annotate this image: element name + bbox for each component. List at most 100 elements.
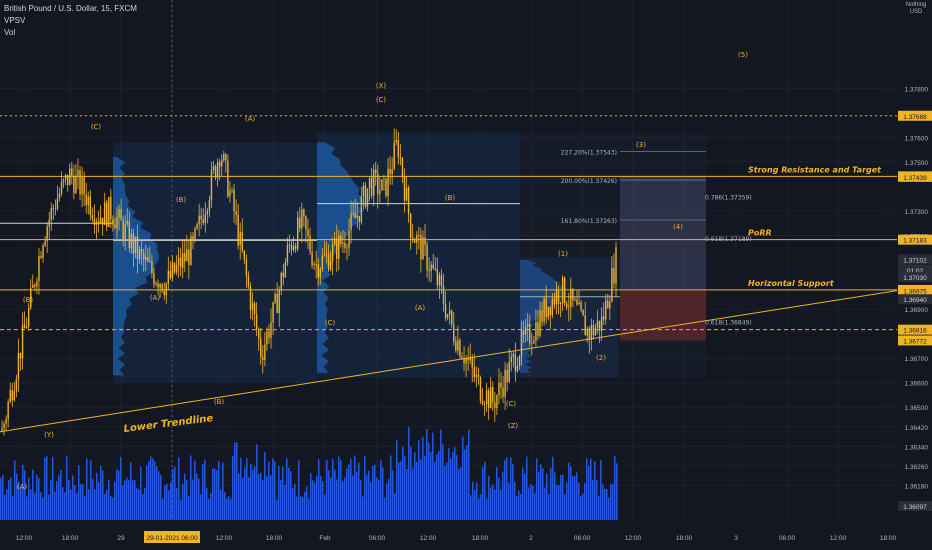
candle-body	[578, 302, 580, 305]
volume-bar	[402, 446, 404, 520]
volume-bar	[176, 487, 178, 520]
volume-bar	[448, 448, 450, 520]
volume-bar	[332, 459, 334, 520]
candle-body	[251, 303, 254, 310]
candle-body	[67, 174, 69, 186]
volume-bar	[354, 455, 356, 520]
candle-body	[605, 300, 607, 320]
candle-body	[56, 198, 59, 210]
candle-body	[177, 257, 180, 265]
candle-body	[120, 209, 122, 221]
volume-bar	[284, 484, 286, 520]
volume-bar	[364, 456, 366, 520]
volume-bar	[102, 470, 104, 520]
candle-body	[305, 216, 307, 230]
volume-bar	[586, 458, 588, 520]
candle-body	[311, 251, 313, 266]
candle-body	[325, 253, 328, 255]
price-tick-label: 1.36600	[905, 381, 929, 388]
wave-label: (C)	[376, 96, 387, 104]
volume-bar	[334, 469, 336, 520]
candle-body	[588, 328, 591, 340]
candle-body	[235, 211, 237, 215]
volume-bar	[366, 475, 368, 520]
candle-body	[375, 169, 377, 174]
candle-body	[161, 284, 163, 291]
candle-body	[321, 255, 324, 270]
volume-bar	[612, 484, 614, 520]
candle-body	[524, 326, 527, 335]
volume-bar	[154, 461, 156, 520]
volume-bar	[248, 477, 250, 520]
candle-body	[535, 322, 537, 341]
fib-box	[520, 132, 706, 378]
volume-bar	[604, 488, 606, 520]
volume-bar	[28, 477, 30, 520]
candle-body	[52, 207, 55, 209]
candle-body	[547, 306, 549, 318]
volume-bar	[372, 466, 374, 520]
candle-body	[151, 260, 153, 273]
chart-symbol-title: British Pound / U.S. Dollar, 15, FXCM	[4, 4, 137, 13]
volume-bar	[392, 470, 394, 520]
candle-body	[223, 154, 225, 161]
candle-body	[348, 230, 350, 248]
volume-bar	[416, 461, 418, 520]
volume-bar	[106, 489, 108, 520]
candle-body	[496, 395, 498, 409]
time-tick-label: 06:00	[574, 535, 591, 542]
volume-bar	[148, 461, 150, 520]
volume-bar	[114, 481, 116, 520]
volume-bar	[554, 472, 556, 520]
candle-body	[50, 207, 52, 220]
time-badge	[144, 531, 200, 543]
volume-bar	[400, 460, 402, 520]
price-badge-label: 1.36975	[903, 289, 927, 296]
candle-body	[336, 238, 338, 259]
price-tick-label: 1.36180	[905, 484, 929, 491]
volume-bar	[44, 457, 46, 520]
candle-body	[506, 369, 508, 383]
candle-body	[159, 284, 161, 288]
price-badge-label: 1.37439	[903, 175, 927, 182]
volume-bar	[240, 457, 242, 520]
candle-body	[245, 259, 248, 276]
candle-body	[1, 428, 3, 432]
candle-body	[399, 156, 402, 159]
volume-bar	[74, 485, 76, 520]
volume-bar	[338, 456, 340, 520]
candle-body	[264, 344, 266, 360]
candle-body	[301, 209, 303, 229]
candle-body	[157, 283, 159, 288]
volume-bar	[496, 467, 498, 520]
volume-bar	[62, 487, 64, 520]
candle-body	[136, 236, 139, 259]
volume-bar	[498, 477, 500, 520]
volume-bar	[404, 455, 406, 520]
volume-bar	[104, 493, 106, 520]
volume-bar	[388, 478, 390, 520]
indicator-vol-label[interactable]: Vol	[4, 28, 16, 37]
candle-body	[167, 270, 170, 284]
volume-bar	[502, 471, 504, 520]
volume-bar	[96, 472, 98, 520]
volume-bar	[12, 496, 14, 520]
candle-body	[574, 299, 576, 301]
candle-body	[253, 303, 256, 315]
candle-body	[288, 244, 291, 246]
volume-bar	[208, 498, 210, 520]
volume-bar	[478, 498, 480, 520]
candle-body	[171, 262, 174, 278]
volume-bar	[196, 473, 198, 520]
candle-body	[391, 169, 393, 174]
target-zone	[620, 176, 706, 290]
volume-bar	[252, 469, 254, 520]
volume-bar	[426, 429, 428, 520]
volume-bar	[186, 480, 188, 520]
candle-body	[200, 215, 202, 220]
price-tick-label: 1.37300	[905, 209, 929, 216]
wave-label: (4)	[673, 223, 683, 231]
indicator-vpsv-label[interactable]: VPSV	[4, 16, 26, 25]
candle-body	[611, 267, 613, 302]
